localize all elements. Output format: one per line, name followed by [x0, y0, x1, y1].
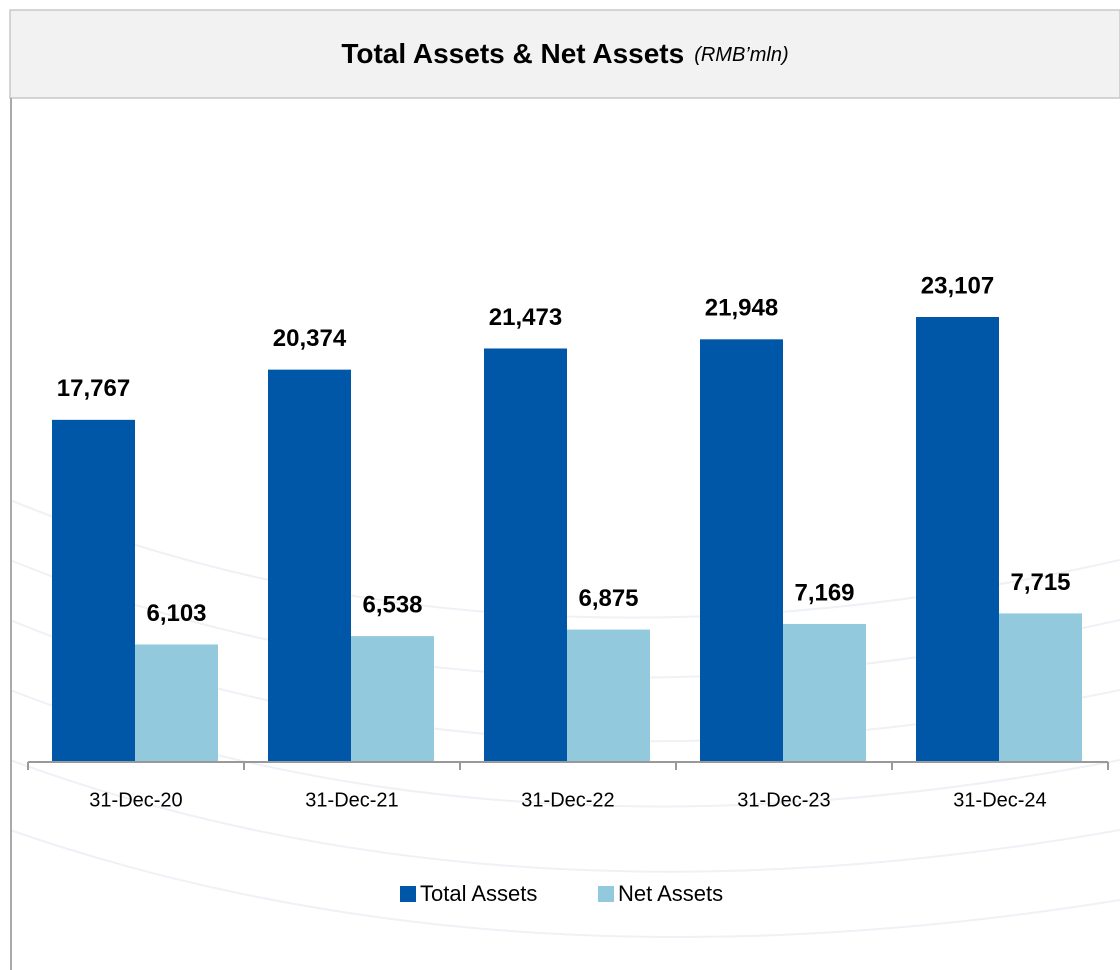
- legend-swatch: [400, 886, 416, 902]
- bar: [52, 419, 135, 762]
- bar: [700, 339, 783, 762]
- x-tick-label: 31-Dec-20: [89, 789, 182, 811]
- bar: [783, 623, 866, 762]
- bar: [567, 629, 650, 762]
- value-label: 6,103: [146, 600, 206, 627]
- legend-swatch: [598, 886, 614, 902]
- x-tick-label: 31-Dec-21: [305, 789, 398, 811]
- value-label: 6,538: [362, 591, 422, 618]
- header: [9, 9, 1120, 99]
- value-label: 17,767: [57, 375, 130, 402]
- bar: [999, 613, 1082, 762]
- bar: [351, 636, 434, 762]
- value-label: 7,169: [794, 579, 854, 606]
- x-tick-label: 31-Dec-23: [737, 789, 830, 811]
- value-label: 6,875: [578, 585, 638, 612]
- x-tick-label: 31-Dec-24: [953, 789, 1046, 811]
- bar: [268, 369, 351, 762]
- value-label: 21,473: [489, 304, 562, 331]
- bar: [135, 644, 218, 762]
- title-text: Total Assets & Net Assets: [341, 38, 684, 69]
- legend-label: Total Assets: [420, 881, 537, 906]
- value-label: 20,374: [273, 325, 347, 352]
- value-label: 21,948: [705, 295, 778, 322]
- chart-title: Total Assets & Net Assets (RMB’mln): [341, 38, 788, 69]
- value-label: 23,107: [921, 272, 994, 299]
- bar: [484, 348, 567, 762]
- unit-text: (RMB’mln): [694, 44, 788, 66]
- x-tick-label: 31-Dec-22: [521, 789, 614, 811]
- legend-label: Net Assets: [618, 881, 723, 906]
- bar: [916, 317, 999, 762]
- value-label: 7,715: [1010, 569, 1070, 596]
